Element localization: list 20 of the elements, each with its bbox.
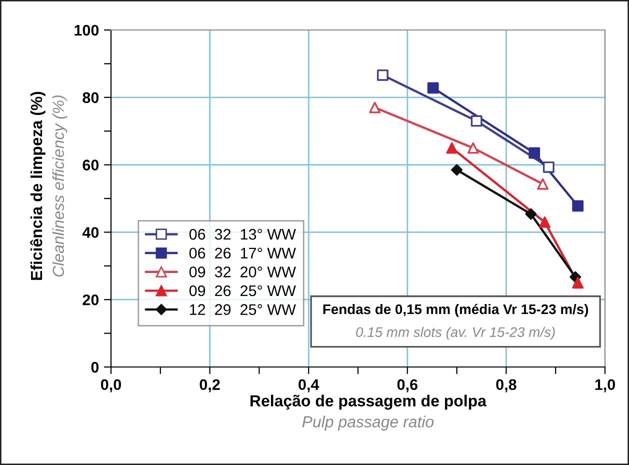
y-tick-label: 0 [91, 362, 99, 373]
y-tick-label: 60 [82, 160, 99, 170]
y-tick-label: 40 [82, 227, 99, 238]
x-tick-label: 0,2 [200, 379, 220, 392]
y-axis-title: Eficiência de limpeza (%) Cleanliness efficiency (%) [30, 92, 68, 280]
x-tick-label: 1,0 [595, 379, 615, 392]
x-tick-label: 0,0 [100, 379, 121, 392]
legend-label: 12 29 25° WW [190, 304, 296, 315]
y-tick-label: 80 [82, 92, 99, 104]
x-tick-label: 0,4 [298, 379, 320, 392]
x-tick-label: 0,6 [397, 379, 418, 392]
legend-label: 06 32 13° WW [189, 228, 296, 240]
y-tick-label: 100 [74, 24, 99, 36]
legend-label: 09 26 25° WW [189, 285, 296, 296]
y-tick-label: 20 [82, 294, 99, 306]
x-axis-title: Relação de passagem de polpa Pulp passage ratio [250, 394, 487, 431]
x-tick-label: 0,8 [496, 379, 516, 392]
annotation: Fendas de 0,15 mm (média Vr 15-23 m/s) 0.15 mm slots (av. Vr 15-23 m/s) [323, 304, 588, 340]
legend-label: 09 32 20° WW [189, 266, 296, 278]
legend-label: 06 26 17° WW [189, 248, 296, 259]
